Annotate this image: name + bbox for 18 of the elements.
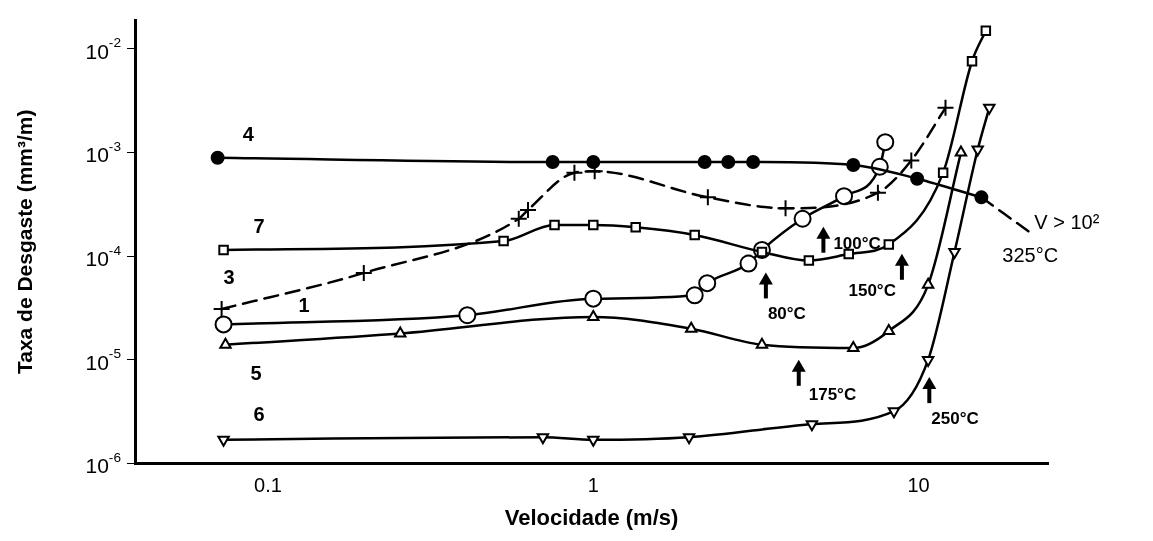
x-axis-title: Velocidade (m/s) <box>504 504 679 530</box>
series-label: 5 <box>250 362 262 385</box>
x-tick-label: 1 <box>587 474 599 497</box>
y-axis-title: Taxa de Desgaste (mm³/m) <box>13 109 37 375</box>
series-label: 7 <box>253 215 265 238</box>
annotation: 80°C <box>767 304 806 324</box>
series-label: 3 <box>223 266 235 289</box>
annotation: 150°C <box>848 281 896 301</box>
annotation: 175°C <box>808 385 857 405</box>
series-label: 6 <box>253 403 265 426</box>
x-tick-label: 10 <box>907 474 930 497</box>
annotation: 100°C <box>833 234 881 254</box>
annotation: V > 10² <box>1034 210 1100 233</box>
x-tick-label: 0.1 <box>254 474 282 497</box>
annotation: 325°C <box>1002 243 1059 266</box>
series-label: 1 <box>298 293 310 316</box>
series-label: 4 <box>242 123 255 146</box>
annotation: 250°C <box>931 408 979 428</box>
